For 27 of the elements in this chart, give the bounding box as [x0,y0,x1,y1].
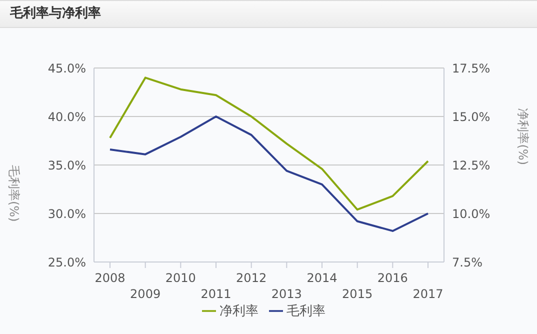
y-tick-label: 25.0% [48,255,86,270]
y2-tick-label: 12.5% [452,158,490,172]
y2-tick-label: 10.0% [452,206,490,221]
x-tick-label: 2013 [271,287,302,301]
x-tick-label: 2011 [200,287,232,301]
x-tick-label: 2008 [94,271,126,285]
chart-title: 毛利率与净利率 [0,0,537,28]
y-tick-label: 45.0% [48,61,86,76]
y-tick-label: 35.0% [48,158,86,172]
x-tick-label: 2012 [236,271,267,285]
x-tick-label: 2014 [306,271,338,285]
y-tick-label: 30.0% [48,206,86,221]
legend-label: 毛利率 [286,304,326,319]
y-axis-title: 毛利率(%) [6,165,21,222]
x-tick-label: 2016 [377,271,408,285]
line-series [109,116,429,232]
y-tick-label: 40.0% [48,110,86,124]
x-tick-label: 2017 [412,287,444,301]
y2-tick-label: 7.5% [452,255,482,270]
y2-tick-label: 15.0% [452,110,490,124]
x-tick-label: 2009 [130,287,161,301]
x-tick-label: 2015 [342,287,373,301]
line-series [109,76,429,211]
x-tick-label: 2010 [165,271,196,285]
legend-label: 净利率 [220,304,258,319]
y2-tick-label: 17.5% [452,61,490,76]
y2-axis-title: 净利率(%) [516,108,530,165]
